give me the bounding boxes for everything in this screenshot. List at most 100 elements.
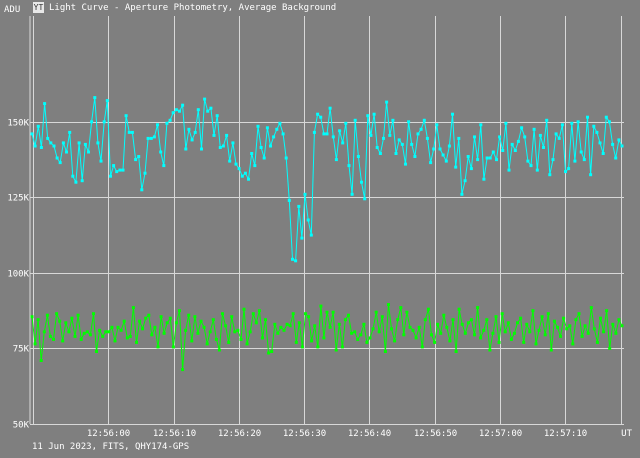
series-1-point: [74, 180, 78, 184]
series-1-point: [149, 136, 153, 140]
series-1-point: [510, 142, 514, 146]
series-2-point: [433, 340, 437, 344]
x-axis-label: UT: [621, 429, 632, 439]
series-2-point: [405, 310, 409, 314]
series-2-point: [574, 318, 578, 322]
series-2-point: [221, 312, 224, 316]
series-1-point: [507, 168, 511, 172]
series-2-point: [595, 340, 599, 344]
series-1-point: [526, 159, 530, 163]
x-tick-label: 12:57:10: [544, 429, 587, 439]
series-2-point: [365, 340, 369, 344]
series-1-point: [579, 150, 583, 154]
series-2-point: [540, 315, 544, 319]
series-2-point: [457, 307, 461, 311]
y-tick-label: 150K: [7, 119, 29, 129]
series-1-point: [303, 192, 307, 196]
series-1-point: [463, 179, 467, 183]
series-2-point: [343, 318, 347, 322]
series-1-point: [312, 130, 316, 134]
series-2-point: [110, 325, 114, 329]
series-2-point: [583, 324, 587, 328]
series-2-point: [279, 325, 283, 329]
x-tick-label: 12:56:20: [218, 429, 261, 439]
series-1-point: [397, 138, 401, 142]
series-1-point: [102, 120, 106, 124]
series-1-point: [488, 156, 492, 160]
series-1-point: [444, 159, 448, 163]
series-2-point: [58, 319, 62, 323]
y-tick-label: 75K: [13, 345, 30, 355]
series-1-point: [93, 96, 97, 100]
series-1-point: [532, 127, 536, 131]
series-2-point: [55, 312, 59, 316]
app-icon[interactable]: YT: [33, 2, 44, 13]
series-2-point: [430, 333, 433, 337]
series-1-point: [262, 156, 266, 160]
series-1-point: [429, 161, 433, 165]
series-2-point: [202, 325, 206, 329]
series-1-point: [306, 218, 310, 222]
series-1-point: [319, 115, 323, 119]
series-2-point: [285, 322, 289, 326]
series-1-point: [181, 103, 185, 107]
series-1-point: [143, 171, 147, 175]
series-2-point: [454, 350, 458, 353]
series-1-point: [378, 152, 382, 155]
series-1-point: [58, 161, 62, 165]
series-2-point: [445, 325, 449, 329]
series-1-point: [620, 144, 624, 148]
series-2-point: [436, 322, 440, 326]
series-1-point: [350, 192, 354, 196]
series-1-point: [435, 123, 439, 127]
series-1-point: [400, 142, 404, 146]
series-1-point: [504, 121, 508, 125]
series-2-point: [187, 313, 191, 317]
series-1-point: [617, 138, 621, 142]
series-1-point: [294, 259, 298, 263]
series-2-point: [217, 348, 221, 352]
series-2-point: [42, 330, 46, 334]
series-1-point: [36, 124, 40, 128]
series-1-point: [247, 177, 250, 181]
series-1-point: [231, 141, 235, 145]
series-1-point: [576, 120, 580, 124]
series-2-point: [211, 318, 215, 322]
series-2-point: [310, 339, 314, 343]
series-2-point: [165, 321, 169, 325]
series-2-point: [125, 336, 129, 340]
series-2-point: [61, 339, 65, 343]
series-1-point: [291, 257, 294, 261]
series-1-point: [334, 158, 338, 162]
series-2-point: [368, 336, 372, 340]
series-1-point: [165, 121, 169, 125]
series-1-point: [184, 147, 188, 151]
series-2-point: [549, 348, 553, 352]
series-2-point: [347, 313, 350, 317]
series-1-point: [538, 133, 542, 137]
series-1-point: [356, 155, 360, 158]
series-2-point: [423, 318, 427, 322]
series-2-point: [599, 316, 602, 320]
series-1-point: [309, 233, 313, 237]
series-2-point: [322, 336, 326, 340]
series-1-point: [127, 130, 131, 134]
series-1-point: [476, 158, 480, 162]
series-2-point: [181, 368, 185, 372]
series-1-point: [604, 115, 608, 119]
series-1-point: [529, 164, 533, 168]
series-2-point: [70, 316, 74, 320]
series-2-point: [67, 330, 71, 334]
y-tick-label: 50K: [13, 421, 30, 431]
series-1-point: [438, 147, 442, 151]
series-1-point: [281, 132, 285, 136]
series-1-point: [589, 173, 593, 177]
series-1-point: [535, 168, 539, 172]
series-1-point: [353, 118, 357, 122]
series-2-point: [45, 313, 49, 317]
series-1-point: [112, 164, 116, 168]
series-2-point: [294, 340, 298, 344]
series-1-point: [209, 106, 213, 110]
series-1-point: [611, 142, 615, 146]
series-2-point: [469, 318, 473, 322]
